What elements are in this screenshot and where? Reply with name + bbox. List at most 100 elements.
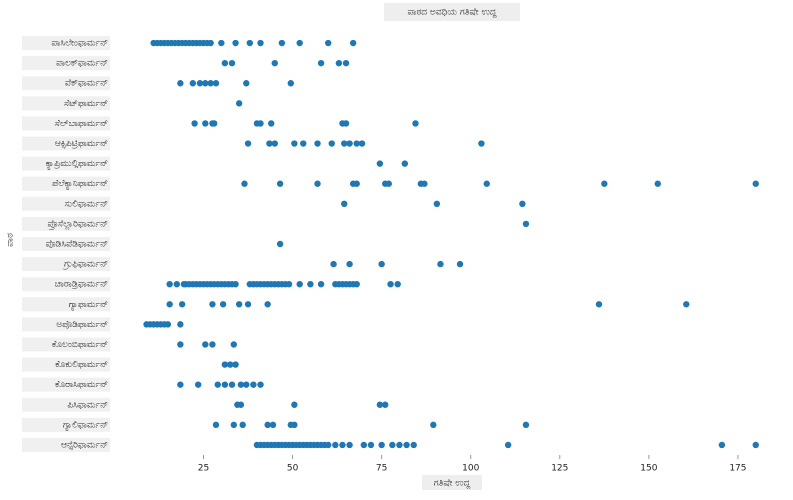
y-tick-label: ಕೊಲಂಬಿಫಾರ್ಮನ್ — [52, 340, 108, 350]
point — [346, 140, 353, 147]
point — [239, 421, 246, 429]
y-tick-label: ಪೆಕ್‌ಫಾರ್ಮನ್ — [65, 79, 108, 89]
point — [317, 280, 325, 288]
point — [522, 220, 530, 228]
point — [177, 341, 184, 348]
point — [257, 381, 264, 388]
point — [752, 441, 759, 449]
x-tick-label: 50 — [287, 464, 299, 474]
point — [209, 341, 216, 348]
point — [291, 140, 298, 147]
y-label-box — [22, 156, 110, 171]
point — [237, 381, 245, 388]
point — [752, 180, 759, 187]
point — [271, 140, 278, 147]
point — [296, 39, 303, 47]
y-label-box — [22, 216, 110, 231]
point — [221, 361, 229, 368]
point — [227, 361, 234, 368]
point — [394, 280, 401, 288]
point — [166, 301, 173, 308]
y-tick-label: ಸೆಟ್‌ಫಾರ್ಮನ್ — [64, 99, 108, 109]
y-label-box — [22, 76, 110, 91]
point — [378, 260, 385, 268]
point — [218, 39, 225, 47]
point — [353, 140, 360, 147]
point — [291, 421, 298, 429]
point — [376, 160, 384, 167]
point — [202, 80, 209, 87]
point — [230, 341, 237, 348]
y-label-box — [22, 136, 110, 151]
y-tick-label: ಕೊಕುಲಿಫಾರ್ಮನ್ — [55, 360, 108, 370]
point — [212, 421, 220, 429]
y-tick-label: ಆಕ್ಸಿಪಿಟ್ರಿಫಾರ್ಮನ್ — [55, 139, 108, 149]
point — [202, 120, 209, 127]
point — [421, 180, 428, 187]
point — [339, 441, 346, 449]
point — [232, 280, 239, 288]
point — [228, 59, 236, 67]
point — [189, 80, 197, 87]
y-tick-label: ಅಪೊಡಿಫಾರ್ಮನ್ — [56, 320, 108, 330]
point — [232, 361, 239, 368]
point — [437, 260, 444, 268]
point — [403, 441, 410, 449]
point — [396, 441, 403, 449]
x-tick-label: 25 — [198, 464, 209, 474]
point — [228, 381, 236, 388]
point — [212, 80, 220, 87]
y-tick-label: ಪೆಲೆಕ್ಯಾನಿಫಾರ್ಮನ್ — [52, 179, 108, 190]
point — [346, 260, 353, 268]
point — [164, 321, 172, 328]
point — [412, 120, 419, 127]
point — [291, 401, 298, 408]
point — [387, 280, 394, 288]
point — [385, 180, 392, 187]
y-label-box — [22, 277, 110, 292]
y-tick-label: ಆನ್ಸೆರಿಫಾರ್ಮನ್ — [61, 440, 108, 450]
y-tick-label: ಕ್ಯಾಪ್ರಿಮುಲ್ಗಿಫಾರ್ಮನ್ — [46, 159, 108, 170]
point — [194, 381, 202, 388]
point — [202, 341, 209, 348]
y-label-box — [22, 176, 110, 191]
point — [353, 180, 360, 187]
point — [433, 200, 441, 208]
point — [276, 180, 284, 187]
point — [601, 180, 608, 187]
title-box — [384, 3, 520, 21]
point — [177, 381, 184, 388]
y-tick-label: ಪಿಸಿಫಾರ್ಮನ್ — [67, 400, 108, 410]
point — [718, 441, 726, 449]
point — [382, 401, 389, 408]
x-tick-label: 175 — [729, 464, 746, 474]
point — [250, 381, 257, 388]
point — [244, 301, 252, 308]
point — [196, 80, 204, 87]
y-tick-label: ಪಾಸಿಲೇಂಫಾರ್ಮನ್ — [51, 39, 108, 49]
point — [456, 260, 464, 268]
point — [178, 301, 186, 308]
point — [314, 140, 321, 147]
point — [346, 441, 353, 449]
point — [300, 140, 307, 147]
point — [341, 200, 348, 208]
point — [483, 180, 490, 187]
point — [307, 280, 314, 288]
point — [410, 441, 417, 449]
point — [266, 140, 273, 147]
point — [235, 301, 243, 308]
y-label-box — [22, 357, 110, 372]
y-label-box — [22, 437, 110, 452]
chart-title: ಪಾಠದ ಅವಧಿಯ ಗತಿಷೇ ಉದ್ದ — [408, 8, 497, 18]
y-label-box — [22, 377, 110, 392]
point — [237, 401, 245, 408]
point — [401, 160, 409, 167]
y-tick-label: ಕೊರಾಸಿಫಾರ್ಮನ್ — [55, 380, 108, 390]
point — [325, 39, 332, 47]
y-label-box — [22, 337, 110, 352]
point — [317, 59, 325, 67]
point — [276, 240, 284, 248]
point — [207, 80, 214, 87]
y-tick-label: ಸೆಲ್‌ಬಾಫಾರ್ಮನ್ — [55, 119, 108, 129]
